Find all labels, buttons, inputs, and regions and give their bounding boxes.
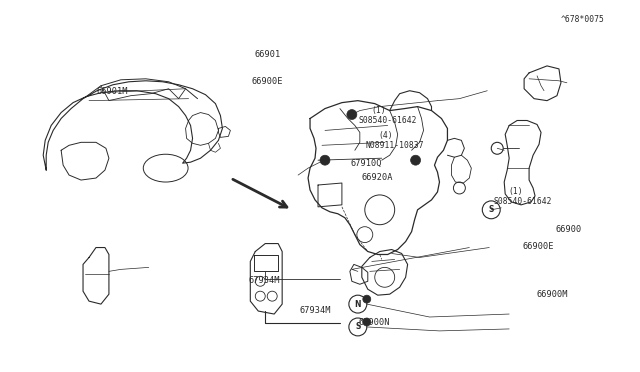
Text: (1): (1) xyxy=(371,106,386,115)
Text: 67934M: 67934M xyxy=(300,306,331,315)
Text: 66900E: 66900E xyxy=(252,77,284,86)
Text: (1): (1) xyxy=(508,187,523,196)
Text: 66920A: 66920A xyxy=(362,173,393,182)
Text: 67900N: 67900N xyxy=(358,318,390,327)
Text: 66901M: 66901M xyxy=(97,87,129,96)
Text: N: N xyxy=(355,299,361,309)
Text: 66900: 66900 xyxy=(556,225,582,234)
Text: 67934M: 67934M xyxy=(248,276,280,285)
Text: 67910Q: 67910Q xyxy=(351,158,382,168)
Text: 66900M: 66900M xyxy=(537,290,568,299)
Text: ^678*0075: ^678*0075 xyxy=(561,15,605,23)
Circle shape xyxy=(411,155,420,165)
Text: 66901: 66901 xyxy=(254,50,280,59)
Text: S08540-61642: S08540-61642 xyxy=(358,116,417,125)
Circle shape xyxy=(363,295,371,303)
Circle shape xyxy=(363,318,371,326)
Text: 66900E: 66900E xyxy=(523,243,554,251)
Circle shape xyxy=(320,155,330,165)
Text: (4): (4) xyxy=(379,131,393,140)
Text: S08540-61642: S08540-61642 xyxy=(493,197,552,206)
Text: N08911-10837: N08911-10837 xyxy=(366,141,424,150)
Text: S: S xyxy=(355,323,360,331)
Circle shape xyxy=(347,110,357,119)
Text: S: S xyxy=(488,205,494,214)
